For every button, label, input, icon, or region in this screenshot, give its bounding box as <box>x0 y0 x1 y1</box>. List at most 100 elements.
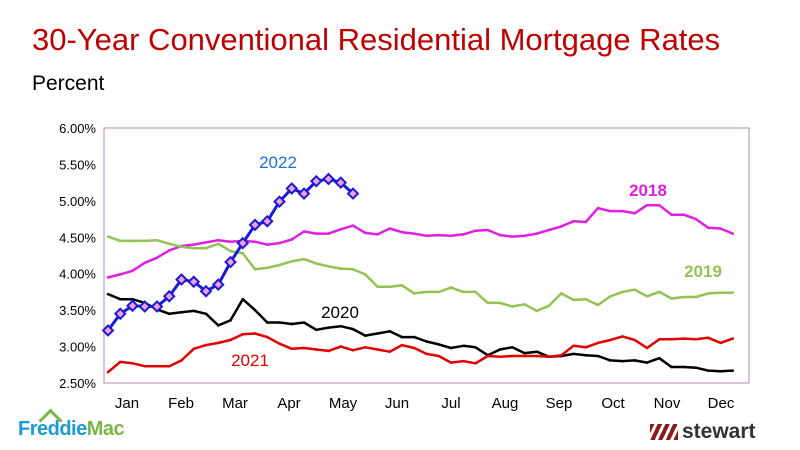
data-point-2019 <box>131 239 134 243</box>
data-point-2018 <box>621 209 624 213</box>
data-point-2019 <box>290 260 294 263</box>
data-point-2018 <box>143 261 147 265</box>
data-point-2020 <box>682 365 686 369</box>
data-point-2022 <box>199 284 213 298</box>
data-point-2019 <box>229 249 232 253</box>
data-point-2022 <box>126 299 139 313</box>
data-point-2021 <box>535 354 539 358</box>
data-point-2018 <box>657 203 661 207</box>
data-point-2021 <box>474 362 477 365</box>
data-point-2022 <box>175 273 188 286</box>
data-point-2019 <box>253 268 257 271</box>
data-point-2018 <box>719 227 722 230</box>
data-point-2019 <box>167 242 171 246</box>
data-point-2019 <box>180 245 183 249</box>
y-tick-label: 6.00% <box>59 121 96 136</box>
x-tick-label: Sep <box>546 395 573 412</box>
data-point-2021 <box>608 338 612 342</box>
data-point-2020 <box>278 321 281 324</box>
chart-subtitle: Percent <box>32 72 105 95</box>
data-point-2020 <box>106 292 110 296</box>
data-point-2021 <box>461 359 465 363</box>
data-point-2020 <box>633 359 637 362</box>
data-point-2020 <box>131 297 134 301</box>
data-point-2020 <box>253 308 257 312</box>
data-point-2020 <box>731 369 735 372</box>
series-label-2019: 2019 <box>684 262 722 281</box>
data-point-2018 <box>559 225 563 228</box>
data-point-2021 <box>204 343 208 347</box>
data-point-2019 <box>143 239 147 243</box>
data-point-2019 <box>351 268 355 271</box>
data-point-2018 <box>290 238 294 241</box>
data-point-2021 <box>118 360 122 364</box>
data-point-2021 <box>290 347 294 351</box>
data-point-2020 <box>229 319 232 322</box>
data-point-2021 <box>645 346 649 350</box>
x-tick-label: Nov <box>654 395 681 412</box>
y-tick-label: 2.50% <box>59 376 96 391</box>
series-label-2022: 2022 <box>259 153 297 172</box>
data-point-2021 <box>449 361 453 364</box>
data-point-2018 <box>425 234 428 238</box>
data-point-2020 <box>449 346 453 350</box>
data-point-2019 <box>510 305 514 308</box>
y-tick-label: 3.50% <box>59 303 96 318</box>
data-point-2019 <box>694 295 698 299</box>
data-point-2020 <box>400 335 404 339</box>
data-point-2020 <box>192 309 196 313</box>
data-point-2019 <box>731 291 735 294</box>
data-point-2021 <box>167 364 171 368</box>
data-point-2018 <box>229 240 232 243</box>
data-point-2021 <box>241 332 245 336</box>
data-point-2018 <box>670 213 673 216</box>
series-line-2019 <box>107 235 733 313</box>
freddie-mac-logo: FreddieMac <box>18 418 125 440</box>
data-point-2018 <box>400 230 404 234</box>
data-point-2020 <box>645 361 649 364</box>
data-point-2019 <box>425 290 428 294</box>
data-point-2022 <box>187 275 201 289</box>
series-line-2018 <box>107 203 734 279</box>
data-point-2018 <box>253 240 257 243</box>
data-point-2021 <box>278 342 281 345</box>
x-tick-label: Jan <box>115 395 139 412</box>
series-line-2021 <box>107 332 734 374</box>
data-point-2018 <box>216 238 220 242</box>
data-point-2021 <box>584 346 588 349</box>
data-point-2021 <box>633 338 637 342</box>
data-point-2019 <box>719 291 722 294</box>
data-point-2018 <box>278 241 281 245</box>
data-point-2019 <box>535 309 539 313</box>
data-point-2020 <box>474 346 477 349</box>
data-point-2018 <box>547 228 551 232</box>
data-point-2018 <box>351 224 355 227</box>
data-point-2021 <box>400 343 404 347</box>
data-point-2018 <box>192 243 196 246</box>
data-point-2021 <box>351 348 355 352</box>
data-point-2019 <box>547 304 551 308</box>
data-point-2020 <box>437 343 441 346</box>
data-point-2019 <box>584 297 588 301</box>
data-point-2021 <box>388 350 392 353</box>
data-point-2018 <box>376 233 379 236</box>
data-point-2021 <box>572 344 575 348</box>
data-point-2019 <box>363 273 367 276</box>
data-point-2019 <box>192 246 196 250</box>
data-point-2021 <box>327 349 330 353</box>
data-point-2022 <box>150 300 164 313</box>
data-point-2019 <box>657 290 661 294</box>
data-point-2018 <box>523 234 526 238</box>
data-point-2019 <box>633 288 637 292</box>
data-point-2020 <box>290 322 294 326</box>
data-point-2019 <box>498 301 502 305</box>
data-point-2018 <box>498 233 502 237</box>
data-point-2021 <box>657 337 661 341</box>
data-point-2021 <box>253 332 257 335</box>
data-point-2019 <box>118 239 122 243</box>
data-point-2018 <box>535 232 539 235</box>
data-point-2019 <box>204 246 208 250</box>
data-point-2019 <box>486 301 490 305</box>
data-point-2018 <box>584 220 588 224</box>
